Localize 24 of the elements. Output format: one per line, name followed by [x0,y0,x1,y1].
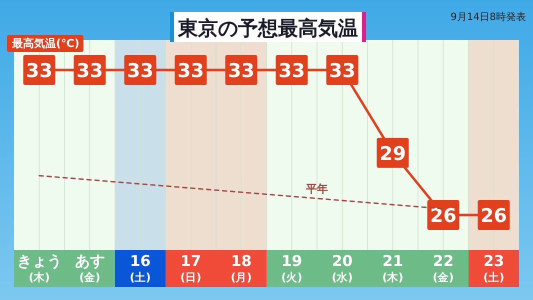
data-label: 33 [127,60,154,82]
x-tick-label: 22 (金) [432,252,454,284]
data-label: 33 [76,60,103,82]
x-tick-label: きょう (木) [16,252,62,284]
x-tick-label: 20 (水) [332,252,353,284]
data-label: 33 [178,60,204,82]
x-tick-label: 17 (日) [180,252,202,284]
x-tick-label: 16 (土) [130,252,151,284]
series-label: 平年 [305,182,328,196]
data-label: 33 [26,60,52,82]
text: 9月14日8時発表 [450,11,526,23]
chart-title: 東京の予想最高気温 [177,16,358,40]
data-label: 33 [228,60,254,82]
x-tick-label: 21 (木) [382,252,404,284]
x-tick-label: 19 (火) [281,252,302,284]
data-label: 33 [278,60,305,82]
x-tick-label: あす (金) [74,252,105,284]
y-axis-title: 最高気温(℃) [11,37,80,50]
x-tick-label: 23 (土) [483,252,504,284]
data-label: 29 [380,142,406,165]
data-label: 26 [430,205,456,227]
data-label: 26 [480,205,507,227]
data-label: 33 [329,60,356,82]
x-tick-label: 18 (月) [230,252,252,284]
